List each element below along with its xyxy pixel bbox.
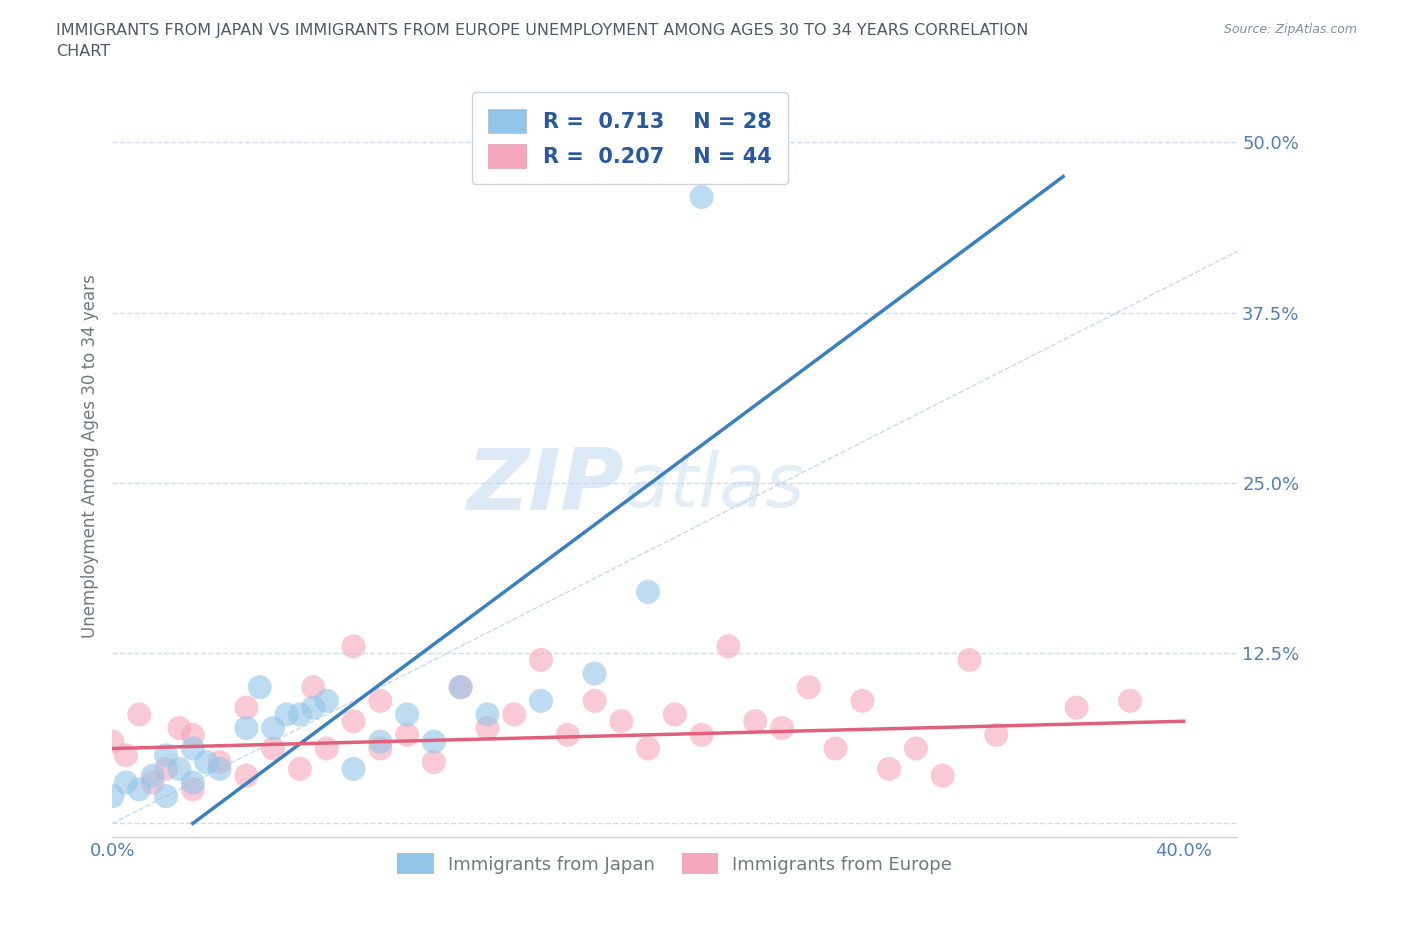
Point [423,735,446,750]
Point [235,768,257,783]
Text: IMMIGRANTS FROM JAPAN VS IMMIGRANTS FROM EUROPE UNEMPLOYMENT AMONG AGES 30 TO 34: IMMIGRANTS FROM JAPAN VS IMMIGRANTS FROM… [56,23,1029,38]
Point [208,754,231,769]
Point [169,721,191,736]
Point [155,789,177,804]
Point [396,727,419,742]
Point [583,666,606,681]
Point [315,741,337,756]
Point [249,680,271,695]
Point [690,727,713,742]
Point [477,721,499,736]
Point [368,735,391,750]
Point [262,741,284,756]
Point [276,707,298,722]
Point [208,762,231,777]
Point [637,741,659,756]
Text: ZIP: ZIP [467,445,624,527]
Point [637,584,659,599]
Point [477,707,499,722]
Point [450,680,472,695]
Point [181,782,204,797]
Point [181,727,204,742]
Point [155,748,177,763]
Point [115,748,138,763]
Point [155,762,177,777]
Point [128,707,150,722]
Point [986,727,1008,742]
Point [315,694,337,709]
Point [169,762,191,777]
Point [288,762,311,777]
Point [851,694,873,709]
Point [423,754,446,769]
Point [530,653,553,668]
Point [342,639,364,654]
Point [142,768,165,783]
Point [450,680,472,695]
Point [824,741,846,756]
Point [101,789,124,804]
Point [610,714,633,729]
Point [368,741,391,756]
Point [235,721,257,736]
Point [342,714,364,729]
Point [195,754,218,769]
Point [115,775,138,790]
Point [262,721,284,736]
Point [342,762,364,777]
Point [1066,700,1088,715]
Point [302,700,325,715]
Text: CHART: CHART [56,44,110,59]
Point [717,639,740,654]
Point [877,762,900,777]
Point [664,707,686,722]
Point [959,653,981,668]
Point [583,694,606,709]
Point [1119,694,1142,709]
Point [530,694,553,709]
Point [101,735,124,750]
Point [368,694,391,709]
Point [128,782,150,797]
Point [396,707,419,722]
Point [690,190,713,205]
Text: Source: ZipAtlas.com: Source: ZipAtlas.com [1223,23,1357,36]
Text: atlas: atlas [624,450,806,523]
Point [181,741,204,756]
Y-axis label: Unemployment Among Ages 30 to 34 years: Unemployment Among Ages 30 to 34 years [80,273,98,638]
Point [235,700,257,715]
Point [557,727,579,742]
Point [904,741,927,756]
Point [302,680,325,695]
Point [503,707,526,722]
Point [142,775,165,790]
Point [797,680,820,695]
Point [744,714,766,729]
Point [288,707,311,722]
Point [181,775,204,790]
Point [770,721,793,736]
Point [931,768,953,783]
Legend: Immigrants from Japan, Immigrants from Europe: Immigrants from Japan, Immigrants from E… [391,846,959,882]
